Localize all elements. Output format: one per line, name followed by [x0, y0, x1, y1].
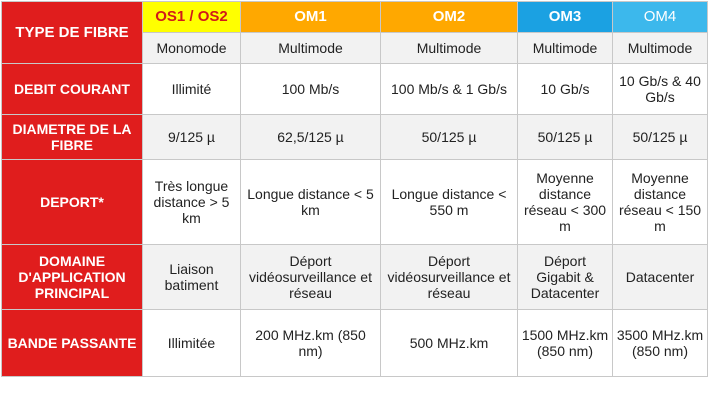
table-cell: 10 Gb/s: [517, 63, 613, 115]
table-cell: Déport vidéosurveillance et réseau: [380, 244, 518, 310]
column-header-om1: OM1: [240, 1, 381, 33]
table-cell: Longue distance < 550 m: [380, 159, 518, 245]
mode-cell: Multimode: [612, 32, 708, 64]
table-header-row: TYPE DE FIBRE OS1 / OS2 OM1 OM2 OM3 OM4: [1, 1, 708, 64]
table-cell: Liaison batiment: [142, 244, 241, 310]
table-cell: 9/125 µ: [142, 114, 241, 160]
column-header-os: OS1 / OS2: [142, 1, 241, 33]
table-cell: 10 Gb/s & 40 Gb/s: [612, 63, 708, 115]
table-cell: 100 Mb/s & 1 Gb/s: [380, 63, 518, 115]
table-cell: Déport vidéosurveillance et réseau: [240, 244, 381, 310]
table-cell: 100 Mb/s: [240, 63, 381, 115]
table-cell: Moyenne distance réseau < 150 m: [612, 159, 708, 245]
column-header-om4: OM4: [612, 1, 708, 33]
table-cell: 62,5/125 µ: [240, 114, 381, 160]
mode-cell: Multimode: [517, 32, 613, 64]
table-cell: 1500 MHz.km (850 nm): [517, 309, 613, 377]
table-cell: 3500 MHz.km (850 nm): [612, 309, 708, 377]
row-label-domaine: DOMAINE D'APPLICATION PRINCIPAL: [1, 244, 143, 310]
table-cell: Très longue distance > 5 km: [142, 159, 241, 245]
row-label-diametre: DIAMETRE DE LA FIBRE: [1, 114, 143, 160]
corner-label: TYPE DE FIBRE: [1, 1, 143, 64]
mode-cell: Multimode: [240, 32, 381, 64]
column-header-om3: OM3: [517, 1, 613, 33]
row-label-deport: DEPORT*: [1, 159, 143, 245]
mode-row: Monomode Multimode Multimode Multimode M…: [2, 32, 708, 64]
table-cell: Illimitée: [142, 309, 241, 377]
row-label-debit: DEBIT COURANT: [1, 63, 143, 115]
table-row: DIAMETRE DE LA FIBRE 9/125 µ 62,5/125 µ …: [1, 114, 708, 160]
table-row: DOMAINE D'APPLICATION PRINCIPAL Liaison …: [1, 244, 708, 310]
table-row: BANDE PASSANTE Illimitée 200 MHz.km (850…: [1, 309, 708, 377]
mode-cell: Multimode: [380, 32, 518, 64]
table-cell: Déport Gigabit & Datacenter: [517, 244, 613, 310]
table-cell: Moyenne distance réseau < 300 m: [517, 159, 613, 245]
table-row: DEBIT COURANT Illimité 100 Mb/s 100 Mb/s…: [1, 63, 708, 115]
table-cell: Longue distance < 5 km: [240, 159, 381, 245]
table-cell: Datacenter: [612, 244, 708, 310]
mode-cell: Monomode: [142, 32, 241, 64]
table-cell: 50/125 µ: [380, 114, 518, 160]
fiber-type-table: TYPE DE FIBRE OS1 / OS2 OM1 OM2 OM3 OM4 …: [1, 1, 708, 377]
table-cell: 50/125 µ: [517, 114, 613, 160]
row-label-bande: BANDE PASSANTE: [1, 309, 143, 377]
table-cell: 500 MHz.km: [380, 309, 518, 377]
table-row: DEPORT* Très longue distance > 5 km Long…: [1, 159, 708, 245]
column-header-om2: OM2: [380, 1, 518, 33]
table-cell: 200 MHz.km (850 nm): [240, 309, 381, 377]
table-cell: Illimité: [142, 63, 241, 115]
table-cell: 50/125 µ: [612, 114, 708, 160]
